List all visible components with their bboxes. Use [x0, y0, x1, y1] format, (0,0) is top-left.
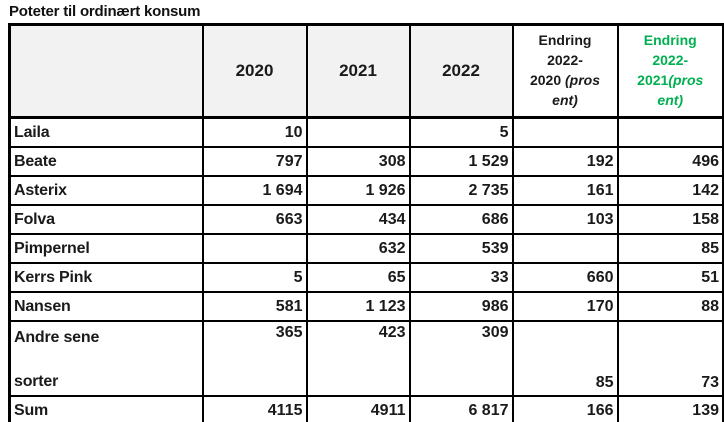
value-cell: 73 — [616, 320, 724, 397]
value-cell: 309 — [408, 320, 514, 397]
change-2020-line4: ent) — [552, 91, 578, 108]
row-label: Asterix — [8, 175, 204, 206]
value-cell: 166 — [511, 395, 619, 422]
value-cell: 4911 — [305, 395, 411, 422]
value-cell — [305, 116, 411, 148]
table-row: Folva 663 434 686 103 158 — [8, 204, 724, 235]
value-cell: 65 — [305, 262, 411, 293]
value-cell: 365 — [201, 320, 308, 397]
value-cell: 5 — [408, 116, 514, 148]
col-header-change-2022-2021: Endring 2022- 2021(pros ent) — [616, 23, 724, 119]
change-2020-line1: Endring — [538, 32, 592, 49]
table-row: Kerrs Pink 5 65 33 660 51 — [8, 262, 724, 293]
table-row: Andre sene sorter 365 423 309 85 73 — [8, 320, 724, 397]
col-header-change-2022-2020: Endring 2022- 2020 (pros ent) — [511, 23, 619, 119]
row-label-line1: Andre sene — [14, 329, 100, 346]
value-cell — [616, 116, 724, 148]
change-2021-line3-italic: (pros — [668, 72, 704, 88]
value-cell: 6 817 — [408, 395, 514, 422]
value-cell: 158 — [616, 204, 724, 235]
corner-cell — [8, 23, 204, 119]
page-title: Poteter til ordinært konsum — [9, 3, 201, 20]
col-header-2021: 2021 — [305, 23, 411, 119]
value-cell: 797 — [201, 146, 308, 177]
potato-table: 2020 2021 2022 Endring 2022- 2020 (pros … — [8, 23, 724, 422]
table-row: Asterix 1 694 1 926 2 735 161 142 — [8, 175, 724, 206]
value-cell — [201, 233, 308, 264]
change-2020-line3: 2020 — [529, 72, 562, 88]
col-header-2022: 2022 — [408, 23, 514, 119]
value-cell: 142 — [616, 175, 724, 206]
change-2020-line2: 2022- — [547, 52, 583, 69]
table-row: Laila 10 5 — [8, 116, 724, 148]
value-cell: 308 — [305, 146, 411, 177]
value-cell: 85 — [511, 320, 619, 397]
row-label: Kerrs Pink — [8, 262, 204, 293]
value-cell: 139 — [616, 395, 724, 422]
table-body: Laila 10 5 Beate 797 308 1 529 192 496 Asterix 1 6… — [8, 116, 724, 422]
value-cell: 581 — [201, 291, 308, 322]
value-cell: 663 — [201, 204, 308, 235]
value-cell: 1 123 — [305, 291, 411, 322]
value-cell: 1 926 — [305, 175, 411, 206]
value-cell: 686 — [408, 204, 514, 235]
value-cell: 10 — [201, 116, 308, 148]
value-cell: 539 — [408, 233, 514, 264]
change-2021-line3: 2021 — [637, 72, 669, 88]
value-cell: 423 — [305, 320, 411, 397]
value-cell: 88 — [616, 291, 724, 322]
value-cell: 986 — [408, 291, 514, 322]
row-label: Andre sene sorter — [8, 320, 204, 397]
value-cell: 1 529 — [408, 146, 514, 177]
value-cell: 33 — [408, 262, 514, 293]
table-row: Beate 797 308 1 529 192 496 — [8, 146, 724, 177]
value-cell: 161 — [511, 175, 619, 206]
value-cell: 85 — [616, 233, 724, 264]
row-label: Sum — [8, 395, 204, 422]
value-cell: 632 — [305, 233, 411, 264]
row-label: Pimpernel — [8, 233, 204, 264]
value-cell: 660 — [511, 262, 619, 293]
value-cell: 5 — [201, 262, 308, 293]
row-label: Nansen — [8, 291, 204, 322]
value-cell: 51 — [616, 262, 724, 293]
value-cell: 434 — [305, 204, 411, 235]
value-cell: 1 694 — [201, 175, 308, 206]
row-label: Laila — [8, 116, 204, 148]
col-header-2020: 2020 — [201, 23, 308, 119]
header-row: 2020 2021 2022 Endring 2022- 2020 (pros … — [8, 23, 724, 119]
value-cell: 170 — [511, 291, 619, 322]
row-label: Beate — [8, 146, 204, 177]
value-cell: 192 — [511, 146, 619, 177]
value-cell: 4115 — [201, 395, 308, 422]
value-cell: 496 — [616, 146, 724, 177]
table-row: Nansen 581 1 123 986 170 88 — [8, 291, 724, 322]
value-cell — [511, 116, 619, 148]
change-2021-line2: 2022- — [652, 52, 689, 69]
value-cell: 2 735 — [408, 175, 514, 206]
table-row: Sum 4115 4911 6 817 166 139 — [8, 395, 724, 422]
row-label: Folva — [8, 204, 204, 235]
change-2021-line1: Endring — [643, 32, 697, 49]
change-2020-line3-italic: (pros — [561, 72, 601, 88]
row-label-line2: sorter — [14, 373, 59, 390]
change-2021-line4: ent) — [657, 91, 684, 108]
value-cell — [511, 233, 619, 264]
value-cell: 103 — [511, 204, 619, 235]
table-row: Pimpernel 632 539 85 — [8, 233, 724, 264]
